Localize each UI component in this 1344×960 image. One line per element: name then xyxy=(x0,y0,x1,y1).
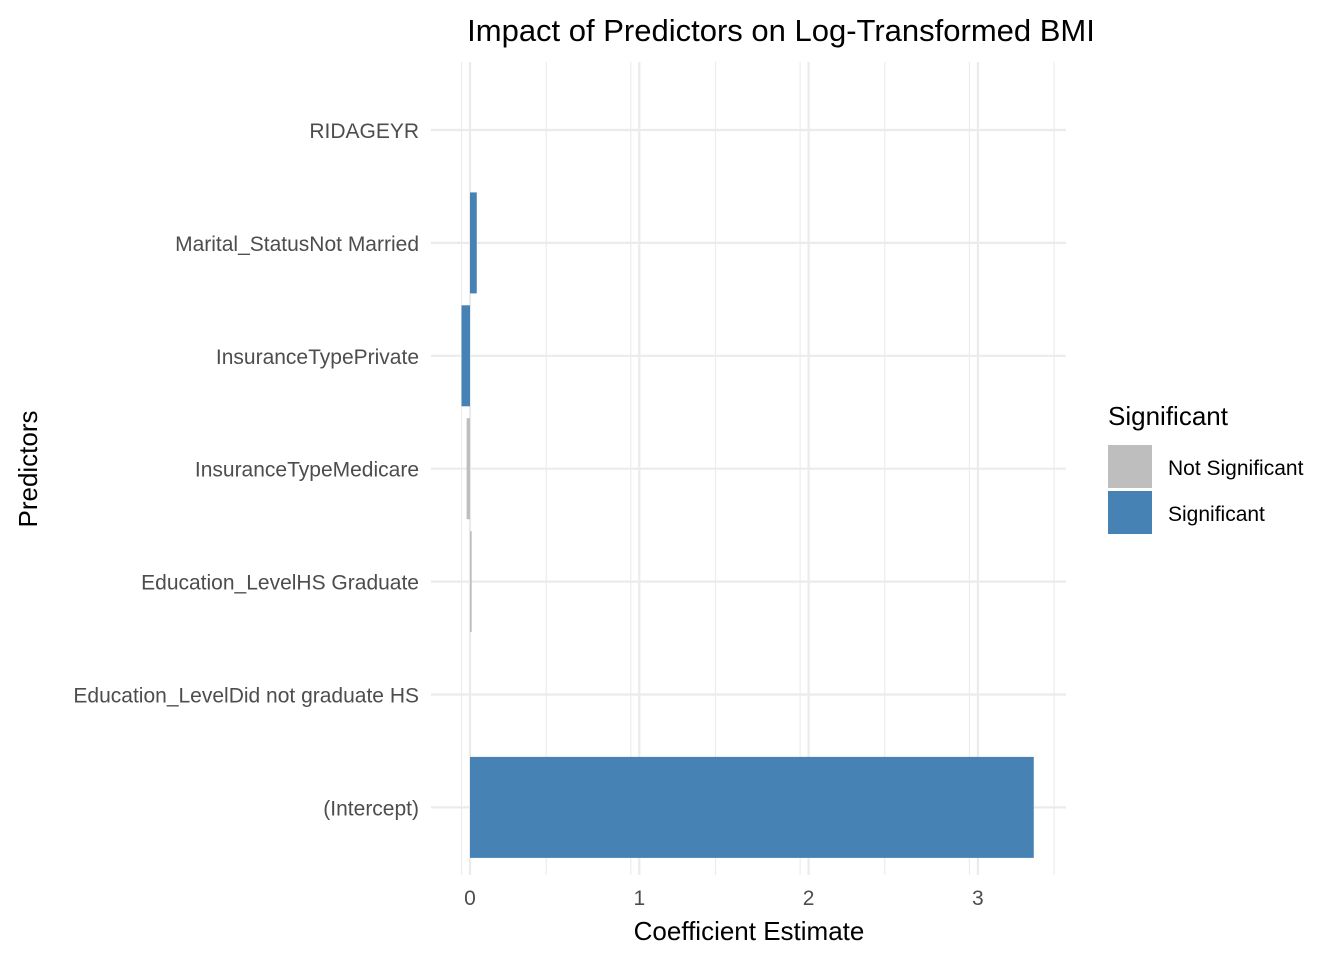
legend-swatch xyxy=(1108,491,1152,534)
bars xyxy=(461,192,1034,858)
bar xyxy=(466,418,470,520)
y-tick-label: Education_LevelHS Graduate xyxy=(141,572,419,595)
bar xyxy=(470,531,472,633)
x-axis-title: Coefficient Estimate xyxy=(634,916,865,946)
y-tick-label: RIDAGEYR xyxy=(309,120,419,143)
x-tick-labels: 0 1 2 3 xyxy=(464,887,984,910)
legend-label: Not Significant xyxy=(1168,457,1304,480)
bar xyxy=(461,305,470,407)
bar xyxy=(470,192,477,294)
y-axis-title: Predictors xyxy=(13,410,43,527)
y-tick-label: (Intercept) xyxy=(323,797,419,820)
y-tick-label: InsuranceTypePrivate xyxy=(216,346,419,369)
y-tick-label: InsuranceTypeMedicare xyxy=(195,459,419,482)
legend-items: Not Significant Significant xyxy=(1108,445,1304,534)
legend-swatch xyxy=(1108,445,1152,488)
legend: Significant Not Significant Significant xyxy=(1108,401,1304,534)
x-tick-label: 1 xyxy=(633,887,645,910)
y-tick-labels: (Intercept) Education_LevelDid not gradua… xyxy=(73,120,419,820)
legend-label: Significant xyxy=(1168,503,1265,526)
x-tick-label: 3 xyxy=(972,887,984,910)
chart-title: Impact of Predictors on Log-Transformed … xyxy=(467,13,1095,48)
y-tick-label: Education_LevelDid not graduate HS xyxy=(73,685,419,708)
x-tick-label: 2 xyxy=(803,887,815,910)
x-tick-label: 0 xyxy=(464,887,476,910)
y-tick-label: Marital_StatusNot Married xyxy=(175,233,419,256)
legend-title: Significant xyxy=(1108,401,1229,431)
bar xyxy=(470,756,1034,858)
